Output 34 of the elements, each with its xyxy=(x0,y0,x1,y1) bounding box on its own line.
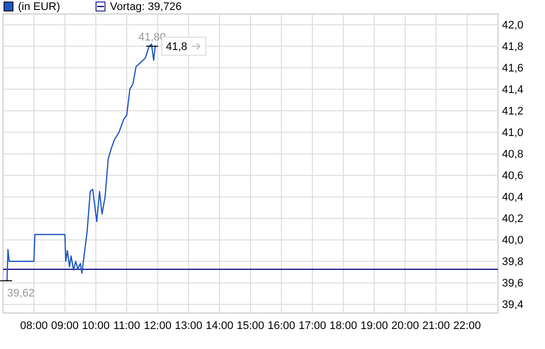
x-tick-label: 14:00 xyxy=(206,320,234,332)
y-tick-label: 40,4 xyxy=(502,192,524,204)
y-tick-label: 39,6 xyxy=(502,278,524,290)
x-tick-label: 22:00 xyxy=(453,320,481,332)
x-tick-label: 12:00 xyxy=(144,320,172,332)
y-tick-label: 40,2 xyxy=(502,213,524,226)
y-tick-label: 40,0 xyxy=(502,234,524,247)
x-tick-label: 08:00 xyxy=(20,320,48,332)
y-tick-label: 41,2 xyxy=(502,106,524,118)
legend-label: Vortag: 39,726 xyxy=(110,1,182,13)
y-tick-label: 40,6 xyxy=(502,170,524,182)
x-tick-label: 20:00 xyxy=(391,320,419,332)
x-tick-label: 16:00 xyxy=(268,320,296,332)
y-tick-label: 41,4 xyxy=(502,84,524,96)
y-tick-label: 41,0 xyxy=(502,127,524,140)
legend-label: (in EUR) xyxy=(18,1,60,13)
x-tick-label: 19:00 xyxy=(360,320,388,332)
x-tick-label: 11:00 xyxy=(113,320,140,332)
line-series xyxy=(5,44,156,282)
x-tick-label: 10:00 xyxy=(82,320,110,332)
y-tick-label: 39,4 xyxy=(502,299,524,312)
x-tick-label: 13:00 xyxy=(174,320,202,332)
x-tick-label: 18:00 xyxy=(330,320,358,332)
annotation: 41,8 xyxy=(166,41,188,54)
y-tick-label: 41,8 xyxy=(502,41,524,54)
y-tick-label: 39,8 xyxy=(502,256,524,268)
annotation: 39,62 xyxy=(7,288,35,300)
y-tick-label: 41,6 xyxy=(502,62,524,75)
x-tick-label: 17:00 xyxy=(298,320,326,332)
x-tick-label: 15:00 xyxy=(236,320,264,332)
y-tick-label: 42,0 xyxy=(502,20,524,32)
x-tick-label: 21:00 xyxy=(422,320,450,332)
y-tick-label: 40,8 xyxy=(502,148,524,161)
x-tick-label: 09:00 xyxy=(51,320,79,332)
